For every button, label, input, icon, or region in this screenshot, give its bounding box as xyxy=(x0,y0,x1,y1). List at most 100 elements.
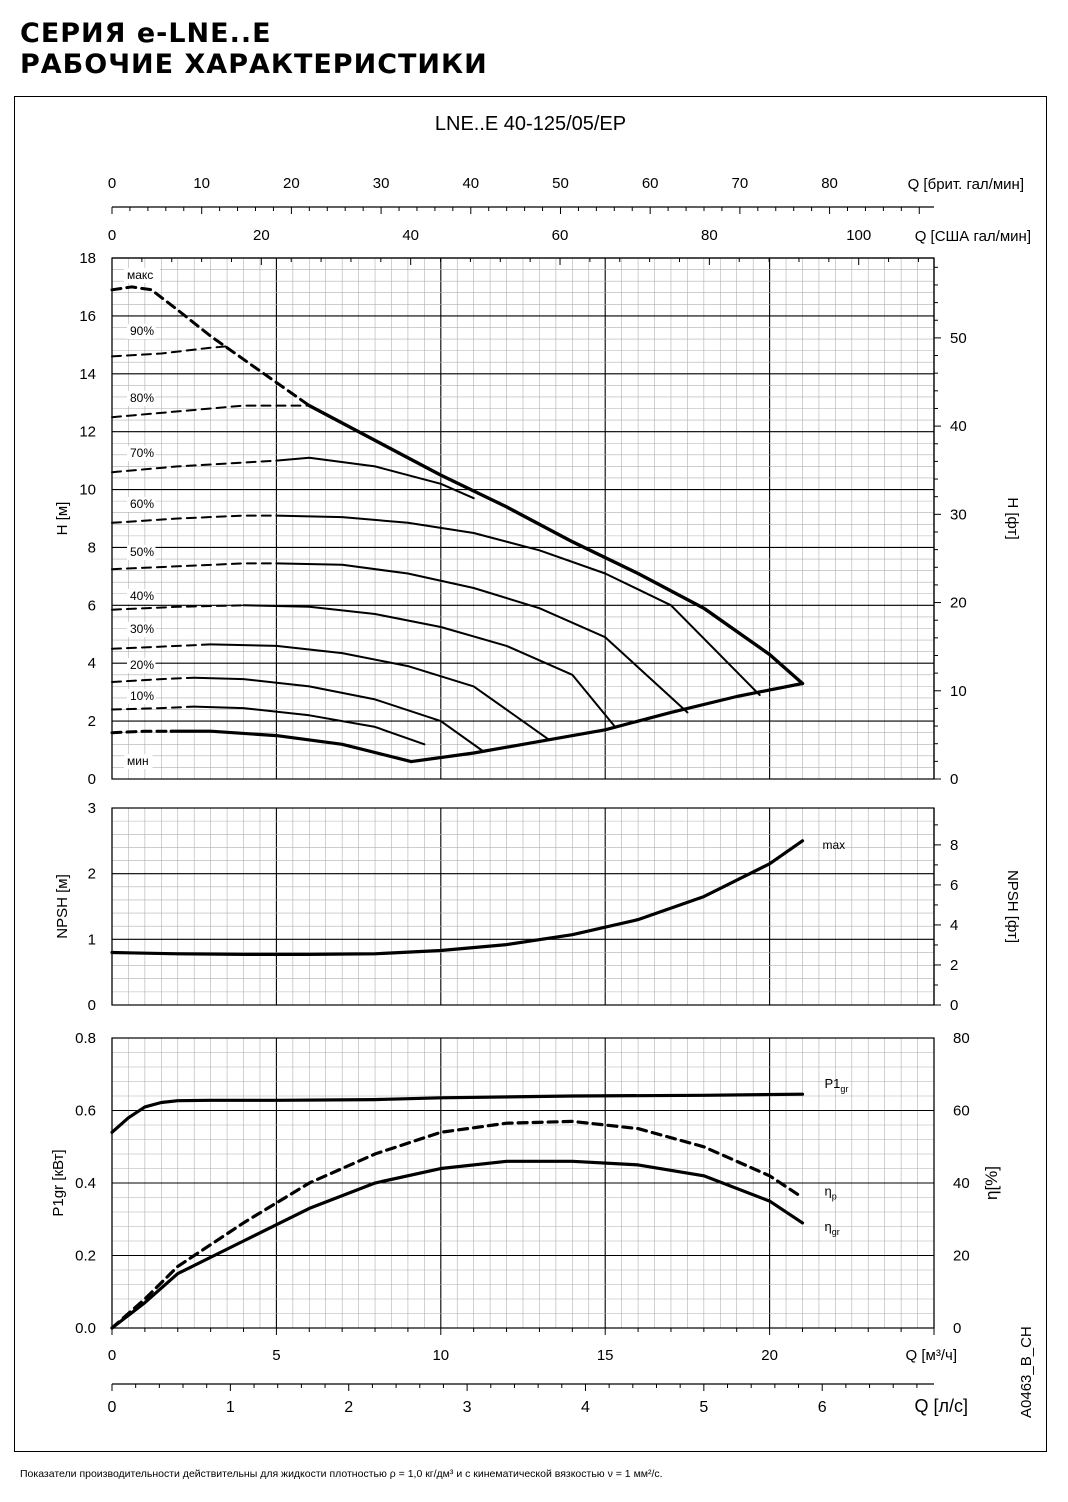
head-curve-30% xyxy=(209,643,551,741)
q-ukgpm-axis-label: Q [брит. гал/мин] xyxy=(908,176,1024,193)
label-speed-60%: 60% xyxy=(130,497,154,511)
q-ukgpm-tick-label: 70 xyxy=(732,175,749,192)
label-speed-30%-bg xyxy=(127,622,156,637)
q-usgpm-tick-label: 40 xyxy=(402,227,419,244)
npsh-ytick-label: 2 xyxy=(88,866,96,883)
power-curve-P1gr xyxy=(110,1092,805,1134)
npsh-curve-max xyxy=(110,839,805,956)
head-curve-40% xyxy=(242,604,617,728)
eff-ytick-label: 0 xyxy=(953,1320,961,1337)
power-curve-label-P1gr: P1gr xyxy=(824,1076,848,1094)
power-curve-label-ηgr: ηgr xyxy=(824,1219,839,1237)
npsh-right-tick-label: 6 xyxy=(950,877,958,894)
head-limit-curve xyxy=(409,681,805,764)
q-usgpm-axis-label: Q [США гал/мин] xyxy=(915,228,1031,245)
head-curve-10% xyxy=(193,705,426,746)
q-usgpm-tick-label: 0 xyxy=(108,227,116,244)
head-right-tick-label: 10 xyxy=(950,683,967,700)
q-m3h-axis-label: Q [м³/ч] xyxy=(906,1347,957,1364)
q-usgpm-tick-label: 60 xyxy=(552,227,569,244)
q-ukgpm-tick-label: 80 xyxy=(821,175,838,192)
label-speed-20%: 20% xyxy=(130,658,154,672)
head-min-curve xyxy=(169,729,413,764)
npsh-ytick-label: 1 xyxy=(88,931,96,948)
label-min-speed-bg xyxy=(124,754,153,769)
q-m3h-tick-label: 20 xyxy=(761,1347,778,1364)
label-speed-80%: 80% xyxy=(130,391,154,405)
label-speed-20%-bg xyxy=(127,658,156,673)
q-usgpm-tick-label: 100 xyxy=(846,227,871,244)
head-curve-40%-dashed xyxy=(111,604,245,611)
head-ytick-label: 4 xyxy=(88,655,96,672)
q-ukgpm-tick-label: 60 xyxy=(642,175,659,192)
label-speed-10%: 10% xyxy=(130,689,154,703)
head-curve-20% xyxy=(193,676,485,753)
head-right-tick-label: 30 xyxy=(950,506,967,523)
q-ls-tick-label: 3 xyxy=(463,1399,472,1416)
q-ls-tick-label: 1 xyxy=(226,1399,235,1416)
head-right-tick-label: 20 xyxy=(950,595,967,612)
power-plot-border xyxy=(111,1037,935,1329)
head-max-curve-dashed xyxy=(110,285,311,408)
head-ytick-label: 2 xyxy=(88,713,96,730)
doc-code: A0463_B_CH xyxy=(1018,1326,1035,1418)
head-ytick-label: 8 xyxy=(88,539,96,556)
head-ytick-label: 0 xyxy=(88,771,96,788)
npsh-curve-label-max: max xyxy=(822,838,845,852)
label-speed-40%: 40% xyxy=(130,589,154,603)
head-curve-80%-dashed xyxy=(111,404,311,419)
q-ls-tick-label: 4 xyxy=(581,1399,590,1416)
npsh-right-tick-label: 0 xyxy=(950,997,958,1014)
label-speed-30%: 30% xyxy=(130,622,154,636)
head-ytick-label: 10 xyxy=(79,482,96,499)
q-usgpm-tick-label: 80 xyxy=(701,227,718,244)
q-ukgpm-tick-label: 40 xyxy=(462,175,479,192)
head-ytick-label: 6 xyxy=(88,597,96,614)
characteristics-title: РАБОЧИЕ ХАРАКТЕРИСТИКИ xyxy=(20,49,488,80)
eff-ytick-label: 20 xyxy=(953,1248,970,1265)
q-m3h-tick-label: 10 xyxy=(432,1347,449,1364)
q-ls-axis-label: Q [л/с] xyxy=(914,1396,968,1416)
head-curve-90%-dashed xyxy=(111,345,229,358)
head-min-curve-dashed xyxy=(110,729,173,735)
chart-frame xyxy=(14,96,1047,1452)
q-ls-tick-label: 5 xyxy=(699,1399,708,1416)
label-speed-50%: 50% xyxy=(130,545,154,559)
label-min-speed: мин xyxy=(127,754,149,768)
eff-ytick-label: 40 xyxy=(953,1175,970,1192)
q-usgpm-tick-label: 20 xyxy=(253,227,270,244)
head-max-curve xyxy=(307,403,805,686)
head-ylabel: H [м] xyxy=(54,502,71,536)
head-ytick-label: 12 xyxy=(79,424,96,441)
power-ytick-label: 0.0 xyxy=(75,1320,96,1337)
label-speed-90%-bg xyxy=(127,324,156,339)
q-ukgpm-tick-label: 10 xyxy=(193,175,210,192)
npsh-right-tick-label: 2 xyxy=(950,957,958,974)
label-speed-60%-bg xyxy=(127,497,156,512)
npsh-ytick-label: 3 xyxy=(88,800,96,817)
label-speed-10%-bg xyxy=(127,689,156,704)
npsh-ytick-label: 0 xyxy=(88,997,96,1014)
q-m3h-tick-label: 15 xyxy=(597,1347,614,1364)
label-max-speed: макс xyxy=(127,268,153,282)
head-ytick-label: 16 xyxy=(79,308,96,325)
head-curve-50% xyxy=(275,562,689,714)
series-title: СЕРИЯ e-LNE..E xyxy=(20,18,272,49)
q-m3h-tick-label: 0 xyxy=(108,1347,116,1364)
head-ytick-label: 18 xyxy=(79,250,96,267)
eff-ytick-label: 60 xyxy=(953,1103,970,1120)
head-ytick-label: 14 xyxy=(79,366,96,383)
head-right-tick-label: 40 xyxy=(950,418,967,435)
power-ytick-label: 0.6 xyxy=(75,1103,96,1120)
power-ytick-label: 0.8 xyxy=(75,1030,96,1047)
q-ukgpm-tick-label: 50 xyxy=(552,175,569,192)
npsh-right-tick-label: 4 xyxy=(950,917,958,934)
label-max-speed-bg xyxy=(124,268,160,283)
power-curve-ηgr xyxy=(110,1159,805,1330)
model-title: LNE..E 40-125/05/EP xyxy=(434,113,627,135)
label-speed-70%-bg xyxy=(127,446,156,461)
head-curve-60%-dashed xyxy=(111,514,278,524)
head-ylabel-right: H [фт] xyxy=(1004,497,1021,539)
head-right-tick-label: 0 xyxy=(950,771,958,788)
